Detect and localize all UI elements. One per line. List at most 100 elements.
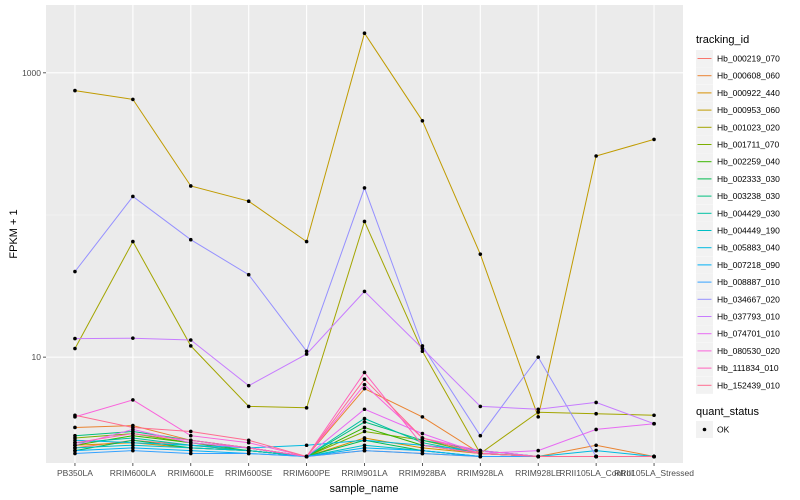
- data-point-Hb_152439_010: [304, 454, 309, 459]
- x-tick-label: RRIM928LE: [515, 468, 562, 478]
- data-point-Hb_007218_090: [362, 446, 367, 450]
- data-point-Hb_004449_190: [246, 448, 251, 453]
- x-tick-label: RRIM901LA: [341, 468, 388, 478]
- data-point-Hb_111834_010: [188, 438, 193, 443]
- data-point-Hb_001023_020: [652, 413, 656, 418]
- data-point-Hb_000608_060: [420, 415, 425, 419]
- data-point-Hb_005883_040: [304, 443, 309, 448]
- data-point-Hb_080530_020: [478, 448, 483, 453]
- data-point-Hb_037793_010: [536, 407, 541, 412]
- data-point-Hb_007218_090: [73, 448, 77, 453]
- data-point-Hb_008887_010: [478, 454, 483, 459]
- legend-label: Hb_000922_440: [717, 88, 780, 98]
- data-point-Hb_000953_060: [362, 31, 367, 35]
- data-point-Hb_152439_010: [594, 454, 598, 459]
- data-point-Hb_001023_020: [536, 410, 541, 414]
- data-point-Hb_000608_060: [73, 425, 77, 430]
- data-point-Hb_001023_020: [304, 406, 309, 410]
- data-point-Hb_080530_020: [188, 433, 193, 438]
- data-point-Hb_074701_010: [594, 427, 598, 432]
- legend-label: Hb_152439_010: [717, 380, 780, 390]
- data-point-Hb_004449_190: [73, 446, 77, 450]
- data-point-Hb_111834_010: [246, 446, 251, 450]
- legend-label: Hb_111834_010: [717, 363, 779, 373]
- data-point-Hb_004449_190: [188, 446, 193, 450]
- data-point-Hb_005883_040: [131, 440, 135, 445]
- data-point-Hb_007218_090: [188, 448, 193, 453]
- grid: [46, 5, 683, 463]
- data-point-Hb_034667_020: [420, 344, 425, 348]
- data-point-Hb_152439_010: [362, 377, 367, 381]
- data-point-Hb_037793_010: [73, 336, 77, 341]
- data-point-Hb_037793_010: [131, 336, 135, 340]
- data-point-Hb_000953_060: [246, 199, 251, 204]
- legend-label: Hb_000953_060: [717, 105, 780, 115]
- data-point-Hb_003238_030: [362, 420, 367, 424]
- x-tick-label: RRIM600LE: [168, 468, 215, 478]
- data-point-Hb_074701_010: [536, 448, 541, 453]
- y-tick-label: 10: [32, 352, 42, 362]
- legend-label: Hb_007218_090: [717, 260, 780, 270]
- data-point-Hb_000953_060: [478, 252, 483, 256]
- data-point-Hb_111834_010: [362, 370, 367, 375]
- data-point-Hb_000922_440: [420, 446, 425, 450]
- data-point-Hb_001023_020: [362, 219, 367, 224]
- x-tick-label: RRIM600PE: [283, 468, 331, 478]
- data-point-Hb_008887_010: [188, 451, 193, 456]
- data-point-Hb_034667_020: [131, 194, 135, 199]
- data-point-Hb_037793_010: [246, 383, 251, 388]
- data-point-Hb_152439_010: [246, 438, 251, 443]
- legend-label: Hb_004429_030: [717, 208, 780, 218]
- data-point-Hb_004429_030: [362, 416, 367, 421]
- legend-label: Hb_034667_020: [717, 294, 780, 304]
- data-point-Hb_152439_010: [188, 429, 193, 434]
- x-tick-label: RRII105LA_Control: [559, 468, 633, 478]
- y-axis: 10 1000: [22, 68, 46, 362]
- data-point-Hb_008887_010: [73, 451, 77, 456]
- legend-label: Hb_037793_010: [717, 312, 780, 322]
- legend-title: tracking_id: [696, 34, 749, 46]
- data-point-Hb_034667_020: [478, 433, 483, 438]
- data-point-Hb_152439_010: [536, 454, 541, 459]
- legend-label: Hb_001023_020: [717, 122, 780, 132]
- data-point-Hb_004449_190: [131, 443, 135, 448]
- data-point-Hb_008887_010: [362, 448, 367, 453]
- data-point-Hb_034667_020: [536, 355, 541, 359]
- data-point-Hb_037793_010: [362, 289, 367, 294]
- data-point-Hb_080530_020: [362, 382, 367, 387]
- data-point-Hb_000953_060: [304, 239, 309, 244]
- data-point-Hb_074701_010: [652, 421, 656, 426]
- point-legend-marker: [702, 427, 707, 432]
- data-point-Hb_008887_010: [131, 448, 135, 453]
- legend-label: Hb_002259_040: [717, 157, 780, 167]
- series-points: [73, 31, 656, 459]
- y-axis-title: FPKM + 1: [8, 209, 20, 258]
- legend-label: Hb_003238_030: [717, 191, 780, 201]
- data-point-Hb_003238_030: [73, 433, 77, 438]
- y-tick-label: 1000: [22, 68, 41, 78]
- legend-label: Hb_005883_040: [717, 243, 780, 253]
- data-point-Hb_000608_060: [594, 443, 598, 448]
- data-point-Hb_000953_060: [536, 415, 541, 419]
- data-point-Hb_037793_010: [188, 338, 193, 342]
- x-tick-label: RRII105LA_Stressed: [614, 468, 694, 478]
- data-point-Hb_152439_010: [478, 451, 483, 456]
- x-tick-label: PB350LA: [57, 468, 93, 478]
- x-tick-label: RRIM600SE: [225, 468, 273, 478]
- data-point-Hb_034667_020: [246, 272, 251, 277]
- data-point-Hb_001023_020: [420, 349, 425, 354]
- data-point-Hb_000953_060: [652, 137, 656, 142]
- data-point-Hb_034667_020: [362, 186, 367, 190]
- data-point-Hb_111834_010: [420, 443, 425, 448]
- data-point-Hb_000953_060: [420, 118, 425, 123]
- data-point-Hb_008887_010: [246, 451, 251, 456]
- data-point-Hb_005883_040: [362, 438, 367, 443]
- data-point-Hb_005883_040: [188, 443, 193, 448]
- data-point-Hb_152439_010: [73, 413, 77, 418]
- point-legend-label: OK: [717, 425, 730, 435]
- legend-label: Hb_002333_030: [717, 174, 780, 184]
- data-point-Hb_001023_020: [188, 344, 193, 348]
- data-point-Hb_034667_020: [188, 237, 193, 242]
- legend-label: Hb_004449_190: [717, 226, 780, 236]
